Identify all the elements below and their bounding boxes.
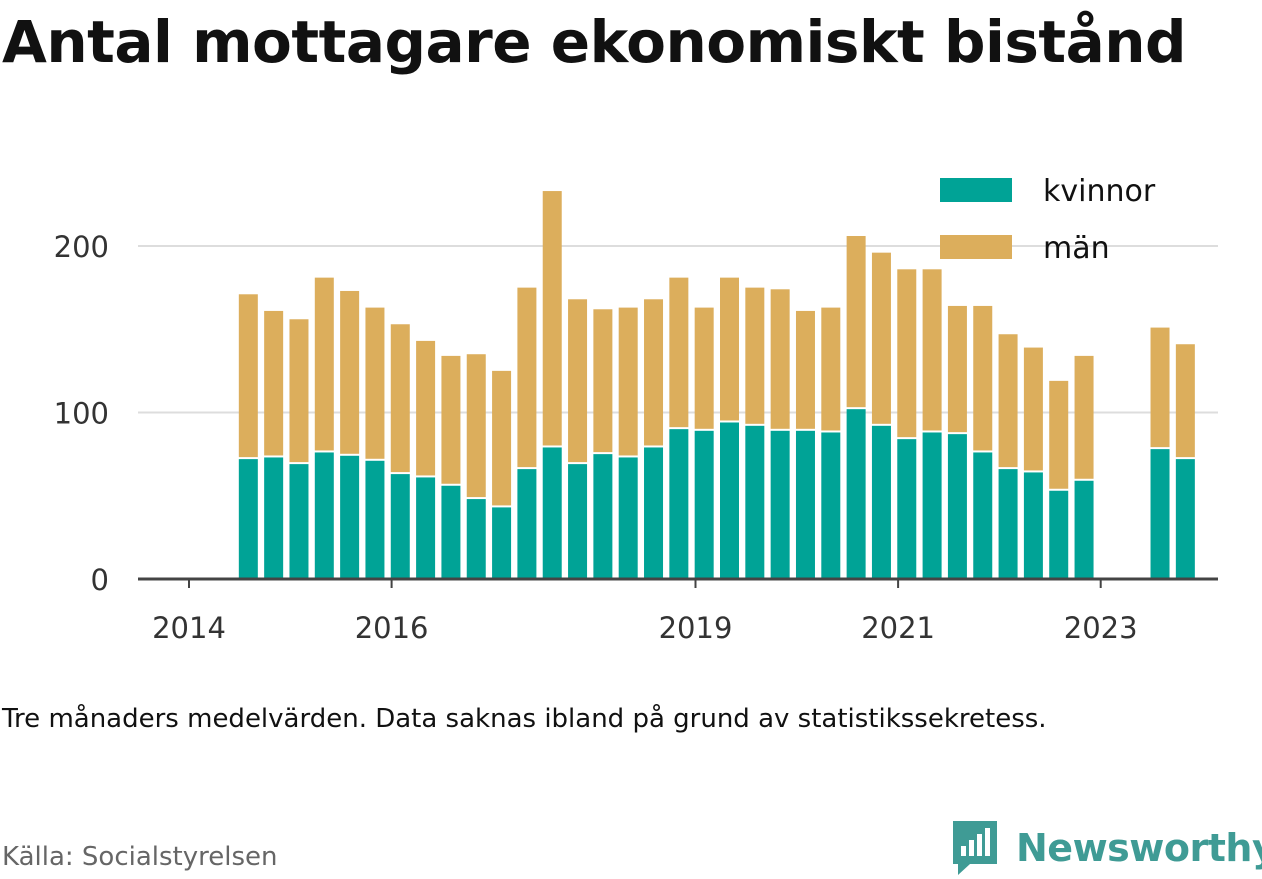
bar-kvinnor [314, 452, 334, 579]
source-text: Källa: Socialstyrelsen [2, 842, 278, 872]
bar-kvinnor [795, 430, 815, 579]
bar-män [441, 355, 461, 484]
bar-kvinnor [669, 429, 689, 579]
bar-män [795, 310, 815, 429]
bar-män [416, 340, 436, 476]
bar-kvinnor [694, 430, 714, 579]
bar-kvinnor [973, 452, 993, 579]
bar-män [492, 370, 512, 506]
bar-kvinnor [1023, 472, 1043, 579]
bar-kvinnor [593, 454, 613, 579]
bar-kvinnor [1175, 459, 1195, 579]
bar-män [1049, 380, 1069, 489]
bar-kvinnor [416, 477, 436, 579]
bar-män [1150, 327, 1170, 448]
newsworthy-logo-icon [953, 821, 997, 875]
x-tick-label: 2019 [659, 611, 733, 645]
bar-kvinnor [1074, 480, 1094, 579]
bar-män [846, 236, 866, 408]
legend-swatch-män [940, 235, 1012, 259]
legend: kvinnor män [940, 174, 1156, 266]
bar-kvinnor [289, 464, 309, 579]
bar-män [669, 277, 689, 428]
bar-män [1023, 347, 1043, 471]
bar-män [1175, 344, 1195, 458]
bar-män [973, 305, 993, 451]
bar-män [593, 309, 613, 453]
bar-kvinnor [390, 474, 410, 579]
chart-note: Tre månaders medelvärden. Data saknas ib… [2, 704, 1047, 734]
bar-män [542, 191, 562, 446]
bar-män [871, 252, 891, 424]
y-tick-label: 0 [91, 563, 109, 597]
bar-kvinnor [618, 457, 638, 579]
bar-kvinnor [821, 432, 841, 579]
bar-män [365, 307, 385, 459]
x-tick-label: 2014 [152, 611, 226, 645]
bar-kvinnor [517, 469, 537, 579]
bars [238, 191, 1195, 579]
bar-män [644, 299, 664, 446]
bar-kvinnor [492, 507, 512, 579]
bar-män [618, 307, 638, 456]
bar-män [998, 334, 1018, 468]
bar-kvinnor [846, 409, 866, 579]
x-tick-label: 2023 [1064, 611, 1138, 645]
bar-män [897, 269, 917, 438]
bar-kvinnor [897, 439, 917, 579]
bar-kvinnor [1150, 449, 1170, 579]
axes: 0 100 200 2014 2016 2019 2021 2023 [54, 230, 1218, 645]
bar-kvinnor [238, 459, 258, 579]
bar-kvinnor [770, 430, 790, 579]
bar-kvinnor [568, 464, 588, 579]
bar-män [314, 277, 334, 451]
bar-män [466, 354, 486, 498]
bar-män [770, 289, 790, 429]
bar-män [517, 287, 537, 468]
bar-kvinnor [264, 457, 284, 579]
bar-kvinnor [922, 432, 942, 579]
bar-män [694, 307, 714, 429]
bar-kvinnor [947, 434, 967, 579]
bar-kvinnor [441, 485, 461, 579]
bar-kvinnor [644, 447, 664, 579]
legend-swatch-kvinnor [940, 178, 1012, 202]
bar-män [947, 305, 967, 433]
bar-kvinnor [365, 460, 385, 579]
bar-kvinnor [720, 422, 739, 579]
x-tick-label: 2016 [355, 611, 429, 645]
bar-chart: 0 100 200 2014 2016 2019 2021 2023 kvinnor män [54, 174, 1218, 645]
chart-title: Antal mottagare ekonomiskt bistånd [2, 8, 1187, 76]
bar-kvinnor [466, 499, 486, 579]
bar-män [821, 307, 841, 431]
bar-kvinnor [1049, 490, 1069, 579]
bar-män [568, 299, 588, 463]
brand-name: Newsworthy [1016, 826, 1262, 870]
bar-män [264, 310, 284, 456]
bar-kvinnor [871, 425, 891, 579]
bar-kvinnor [340, 455, 360, 579]
bar-kvinnor [998, 469, 1018, 579]
y-tick-label: 200 [54, 230, 109, 264]
bar-män [238, 294, 258, 458]
bar-män [289, 319, 309, 463]
bar-män [922, 269, 942, 431]
bar-kvinnor [542, 447, 562, 579]
bar-män [720, 277, 739, 421]
bar-män [1074, 355, 1094, 479]
brand-logo[interactable]: Newsworthy [950, 818, 1262, 878]
bar-män [745, 287, 765, 424]
bar-män [390, 324, 410, 473]
x-tick-label: 2021 [861, 611, 935, 645]
legend-label-män: män [1043, 231, 1110, 266]
bar-kvinnor [745, 425, 765, 579]
legend-label-kvinnor: kvinnor [1043, 174, 1156, 209]
y-tick-label: 100 [54, 397, 109, 431]
bar-män [340, 290, 360, 454]
